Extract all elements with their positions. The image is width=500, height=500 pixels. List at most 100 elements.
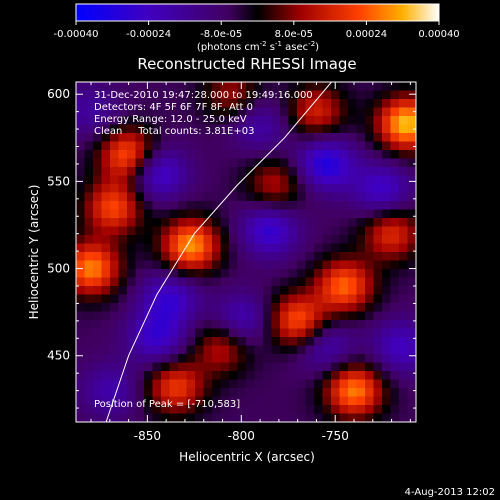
heatmap-cell <box>322 413 332 422</box>
heatmap-cell <box>169 277 179 287</box>
heatmap-cell <box>195 354 205 364</box>
heatmap-cell <box>135 150 145 160</box>
heatmap-cell <box>382 192 392 202</box>
heatmap-cell <box>407 311 416 321</box>
heatmap-cell <box>76 158 86 168</box>
heatmap-cell <box>152 388 162 398</box>
heatmap-cell <box>390 371 400 381</box>
heatmap-cell <box>93 201 103 211</box>
heatmap-cell <box>348 243 358 253</box>
heatmap-cell <box>220 388 230 398</box>
heatmap-cell <box>373 158 383 168</box>
heatmap-cell <box>178 345 188 355</box>
heatmap-cell <box>305 311 315 321</box>
heatmap-cell <box>390 260 400 270</box>
heatmap-cell <box>135 141 145 151</box>
heatmap-cell <box>373 107 383 117</box>
heatmap-cell <box>110 116 120 126</box>
heatmap-cell <box>169 235 179 245</box>
heatmap-cell <box>84 379 94 389</box>
heatmap-cell <box>135 337 145 347</box>
heatmap-cell <box>390 116 400 126</box>
heatmap-cell <box>135 192 145 202</box>
heatmap-cell <box>288 345 298 355</box>
heatmap-cell <box>314 209 324 219</box>
heatmap-cell <box>356 90 366 100</box>
heatmap-cell <box>220 362 230 372</box>
heatmap-cell <box>263 209 273 219</box>
heatmap-cell <box>118 328 128 338</box>
heatmap-cell <box>169 158 179 168</box>
heatmap-cell <box>152 141 162 151</box>
heatmap-cell <box>144 303 154 313</box>
heatmap-cell <box>84 82 94 92</box>
heatmap-cell <box>407 201 416 211</box>
heatmap-cell <box>203 243 213 253</box>
heatmap-cell <box>254 201 264 211</box>
heatmap-cell <box>101 277 111 287</box>
heatmap-cell <box>246 175 256 185</box>
heatmap-cell <box>212 311 222 321</box>
heatmap-cell <box>186 345 196 355</box>
heatmap-cell <box>152 218 162 228</box>
colorbar-tick-label: 0.00040 <box>418 29 459 40</box>
heatmap-cell <box>212 286 222 296</box>
heatmap-cell <box>169 124 179 134</box>
heatmap-cell <box>263 141 273 151</box>
heatmap-cell <box>288 396 298 406</box>
heatmap-cell <box>220 371 230 381</box>
heatmap-cell <box>314 201 324 211</box>
heatmap-cell <box>246 413 256 422</box>
heatmap-cell <box>118 141 128 151</box>
heatmap-cell <box>407 337 416 347</box>
heatmap-cell <box>161 90 171 100</box>
heatmap-cell <box>314 116 324 126</box>
heatmap-cell <box>118 82 128 92</box>
heatmap-cell <box>110 209 120 219</box>
heatmap-cell <box>161 320 171 330</box>
heatmap-cell <box>118 379 128 389</box>
heatmap-cell <box>229 82 239 92</box>
heatmap-cell <box>76 371 86 381</box>
heatmap-cell <box>220 175 230 185</box>
heatmap-cell <box>246 243 256 253</box>
heatmap-cell <box>288 175 298 185</box>
heatmap-cell <box>161 303 171 313</box>
heatmap-cell <box>331 107 341 117</box>
heatmap-cell <box>365 235 375 245</box>
heatmap-cell <box>305 184 315 194</box>
heatmap-cell <box>356 337 366 347</box>
heatmap-cell <box>110 328 120 338</box>
heatmap-cell <box>237 303 247 313</box>
heatmap-cell <box>407 82 416 92</box>
heatmap-cell <box>280 90 290 100</box>
heatmap-cell <box>365 269 375 279</box>
heatmap-cell <box>322 354 332 364</box>
heatmap-cell <box>297 184 307 194</box>
heatmap-cell <box>237 260 247 270</box>
heatmap-cell <box>263 277 273 287</box>
heatmap-cell <box>84 311 94 321</box>
heatmap-cell <box>356 286 366 296</box>
heatmap-cell <box>288 371 298 381</box>
heatmap-cell <box>280 201 290 211</box>
heatmap-cell <box>331 388 341 398</box>
heatmap-cell <box>339 90 349 100</box>
heatmap-cell <box>356 320 366 330</box>
heatmap-cell <box>152 201 162 211</box>
heatmap-cell <box>220 405 230 415</box>
heatmap-cell <box>339 269 349 279</box>
heatmap-cell <box>110 311 120 321</box>
heatmap-cell <box>110 133 120 143</box>
heatmap-cell <box>93 107 103 117</box>
heatmap-cell <box>356 124 366 134</box>
heatmap-cell <box>356 150 366 160</box>
heatmap-cell <box>169 371 179 381</box>
heatmap-cell <box>237 379 247 389</box>
heatmap-cell <box>305 269 315 279</box>
heatmap-cell <box>297 209 307 219</box>
heatmap-cell <box>305 345 315 355</box>
heatmap-cell <box>288 107 298 117</box>
heatmap-cell <box>203 413 213 422</box>
